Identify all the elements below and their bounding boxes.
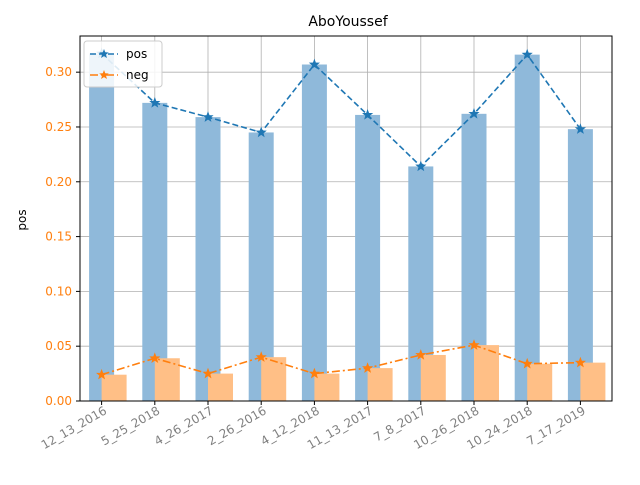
y-tick-label: 0.30 (45, 65, 72, 79)
point-neg (202, 367, 214, 379)
bar-pos (142, 102, 168, 401)
legend-marker-neg (99, 70, 109, 80)
lines-layer (96, 47, 586, 380)
bar-neg (420, 354, 446, 401)
legend-box (83, 40, 163, 88)
point-neg (415, 349, 427, 360)
bar-neg (314, 373, 340, 401)
bar-neg (367, 368, 393, 401)
point-pos (308, 58, 320, 70)
point-pos (202, 111, 214, 122)
bar-neg (101, 374, 127, 401)
point-neg (362, 362, 374, 373)
point-pos (521, 48, 533, 60)
y-tick-label: 0.10 (45, 284, 72, 298)
bars-layer (89, 53, 606, 402)
series-line-neg (101, 344, 581, 376)
point-neg (96, 368, 108, 380)
y-tick-label: 0.25 (45, 120, 72, 134)
x-tick-label: 5_25_2018 (99, 403, 163, 448)
legend-label-pos: pos (126, 47, 147, 61)
point-pos (415, 160, 427, 172)
bar-neg (527, 363, 553, 401)
y-tick-label: 0.15 (45, 230, 72, 244)
point-neg (308, 367, 320, 379)
point-neg (255, 351, 267, 362)
legend-marker-pos (99, 49, 109, 59)
point-pos (362, 109, 374, 120)
legend-label-neg: neg (126, 68, 149, 82)
bar-neg (580, 362, 606, 401)
bar-pos (567, 129, 593, 402)
point-pos (255, 126, 267, 138)
bar-pos (301, 64, 327, 401)
series-line-pos (101, 52, 582, 168)
x-tick-label: 2_26_2016 (205, 403, 269, 448)
x-tick-label: 12_13_2016 (39, 403, 109, 452)
bar-neg (261, 357, 287, 401)
point-pos (574, 123, 586, 134)
point-neg (468, 339, 480, 350)
legend: pos neg (83, 40, 163, 88)
bar-pos (355, 114, 381, 402)
bar-pos (514, 54, 540, 401)
plot-frame (79, 35, 613, 402)
bar-neg (208, 373, 233, 401)
y-axis-label: pos (15, 209, 29, 230)
x-tick-label: 4_26_2017 (152, 403, 216, 448)
y-tick-label: 0.05 (45, 339, 72, 353)
x-tick-label: 7_17_2019 (524, 403, 588, 448)
bar-neg (474, 345, 499, 401)
point-neg (521, 357, 533, 369)
y-tick-label: 0.00 (45, 394, 72, 408)
y-tick-label: 0.20 (45, 175, 72, 189)
bar-pos (195, 117, 221, 401)
point-pos (149, 97, 161, 108)
bar-neg (154, 358, 180, 401)
point-pos (468, 107, 480, 119)
point-neg (149, 352, 161, 363)
point-neg (574, 356, 586, 368)
bar-pos (89, 53, 115, 401)
chart-title: AboYoussef (308, 14, 388, 30)
